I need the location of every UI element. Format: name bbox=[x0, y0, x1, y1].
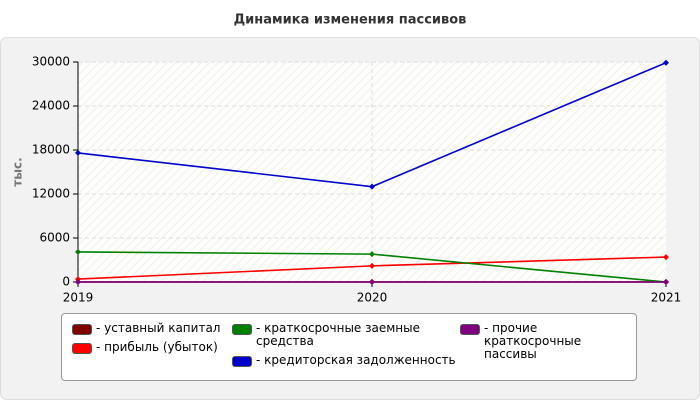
legend-label: кредиторская задолженность bbox=[256, 354, 455, 367]
data-point bbox=[369, 262, 375, 269]
legend-column: прочие краткосрочные пассивы bbox=[460, 322, 630, 380]
plot-hatch bbox=[78, 62, 666, 282]
legend-swatch bbox=[72, 324, 92, 335]
y-tick-label: 30000 bbox=[32, 55, 70, 69]
y-tick-label: 0 bbox=[62, 275, 70, 289]
data-point bbox=[369, 279, 375, 285]
legend-column: уставный капитал прибыль (убыток) bbox=[72, 322, 232, 380]
legend-label: прочие краткосрочные пассивы bbox=[484, 322, 630, 361]
data-point bbox=[663, 59, 669, 66]
legend-item[interactable]: кредиторская задолженность bbox=[232, 354, 460, 367]
legend-item[interactable]: краткосрочные заемные средства bbox=[232, 322, 460, 348]
x-tick-label: 2021 bbox=[651, 291, 682, 305]
legend-swatch bbox=[460, 324, 480, 335]
y-tick-label: 24000 bbox=[32, 99, 70, 113]
legend-swatch bbox=[72, 343, 92, 354]
data-point bbox=[663, 254, 669, 261]
legend-label: прибыль (убыток) bbox=[96, 341, 218, 354]
legend-item[interactable]: прибыль (убыток) bbox=[72, 341, 232, 354]
data-point bbox=[75, 248, 81, 255]
legend-label: краткосрочные заемные средства bbox=[256, 322, 460, 348]
data-point bbox=[369, 251, 375, 258]
legend-swatch bbox=[232, 356, 252, 367]
legend-item[interactable]: прочие краткосрочные пассивы bbox=[460, 322, 630, 361]
y-tick-label: 12000 bbox=[32, 187, 70, 201]
x-tick-label: 2020 bbox=[357, 291, 388, 305]
y-tick-label: 18000 bbox=[32, 143, 70, 157]
legend-item[interactable]: уставный капитал bbox=[72, 322, 232, 335]
y-tick-label: 6000 bbox=[39, 231, 70, 245]
legend: уставный капитал прибыль (убыток) краткоср… bbox=[61, 313, 637, 381]
data-point bbox=[663, 279, 669, 285]
data-point bbox=[369, 183, 375, 190]
legend-swatch bbox=[232, 324, 252, 335]
x-tick-label: 2019 bbox=[63, 291, 94, 305]
legend-label: уставный капитал bbox=[96, 322, 220, 335]
data-point bbox=[75, 149, 81, 156]
data-point bbox=[75, 279, 81, 285]
y-axis-label: тыс. bbox=[11, 157, 25, 186]
legend-column: краткосрочные заемные средства кредиторск… bbox=[232, 322, 460, 380]
chart-title: Динамика изменения пассивов bbox=[234, 13, 467, 28]
